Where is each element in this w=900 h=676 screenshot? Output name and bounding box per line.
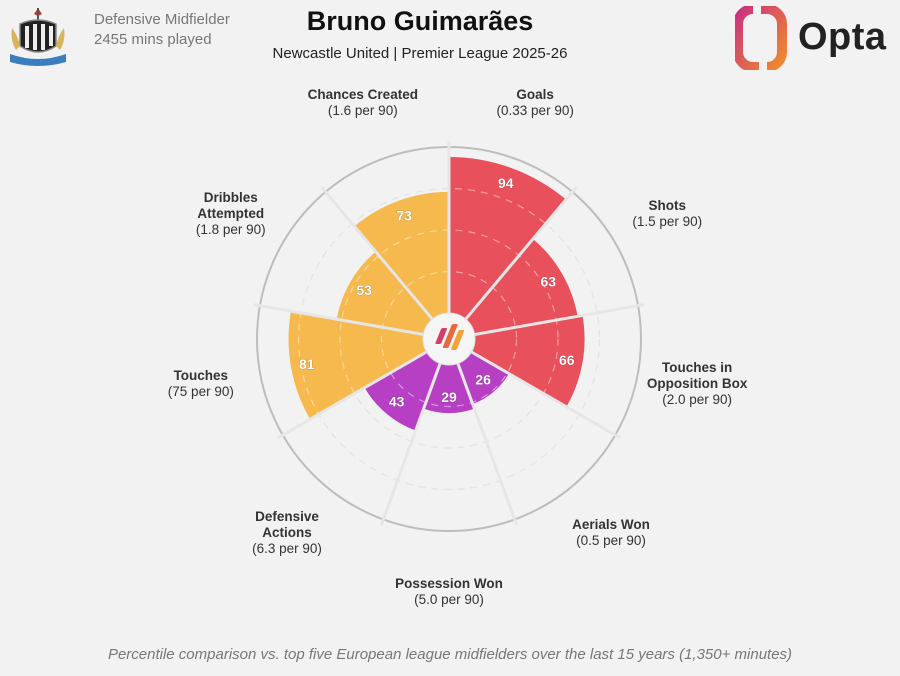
value-label: 63 <box>540 274 556 290</box>
bar-chances-created <box>354 191 449 320</box>
category-label: Touches in Opposition Box (2.0 per 90) <box>647 360 748 407</box>
value-label: 43 <box>389 393 405 409</box>
center-logo <box>422 312 476 366</box>
chart-subtitle: Newcastle United | Premier League 2025-2… <box>272 45 568 62</box>
value-label: 53 <box>356 282 372 298</box>
category-label: Defensive Actions (6.3 per 90) <box>252 509 322 556</box>
category-label: Dribbles Attempted (1.8 per 90) <box>196 190 266 237</box>
segment-separator <box>276 350 428 440</box>
value-label: 81 <box>299 356 315 372</box>
center-brand-icon <box>435 324 465 350</box>
segment-separator <box>464 186 578 321</box>
value-label: 29 <box>441 389 457 405</box>
opta-logo-icon <box>735 6 787 70</box>
value-label: 66 <box>559 352 575 368</box>
bar-aerials-won <box>457 352 509 404</box>
chart-bars <box>288 156 585 431</box>
bar-shots <box>465 238 578 335</box>
bar-goals <box>449 156 567 320</box>
category-label: Aerials Won (0.5 per 90) <box>572 517 650 548</box>
category-label: Chances Created (1.6 per 90) <box>308 87 418 118</box>
footer-note: Percentile comparison vs. top five Europ… <box>107 646 793 663</box>
segment-separator <box>320 186 434 321</box>
bar-touches <box>288 311 427 420</box>
segment-separator <box>456 362 519 526</box>
category-label: Touches (75 per 90) <box>168 368 234 399</box>
segment-separator <box>379 362 442 526</box>
segment-separator <box>253 303 424 336</box>
player-position: Defensive Midfielder <box>94 11 230 28</box>
bar-dribbles-attempted <box>336 251 433 335</box>
segment-separator <box>470 350 622 440</box>
chart-value-labels: 94 63 66 26 29 43 81 53 73 <box>299 175 575 410</box>
minutes-played: 2455 mins played <box>94 31 212 48</box>
category-label: Goals (0.33 per 90) <box>497 87 574 118</box>
value-label: 73 <box>396 208 412 224</box>
segment-separator <box>474 303 645 336</box>
opta-wordmark: Opta <box>798 16 887 58</box>
category-label: Shots (1.5 per 90) <box>632 198 702 229</box>
player-name-title: Bruno Guimarães <box>306 6 534 36</box>
value-label: 94 <box>498 175 514 191</box>
bar-touches-in-opposition-box <box>471 315 585 407</box>
chart-separators <box>253 141 645 526</box>
value-label: 26 <box>475 372 491 388</box>
club-crest-logo <box>10 8 66 66</box>
category-label: Possession Won (5.0 per 90) <box>395 576 503 607</box>
chart-category-labels: Goals (0.33 per 90) Shots (1.5 per 90) Touch… <box>168 87 748 607</box>
